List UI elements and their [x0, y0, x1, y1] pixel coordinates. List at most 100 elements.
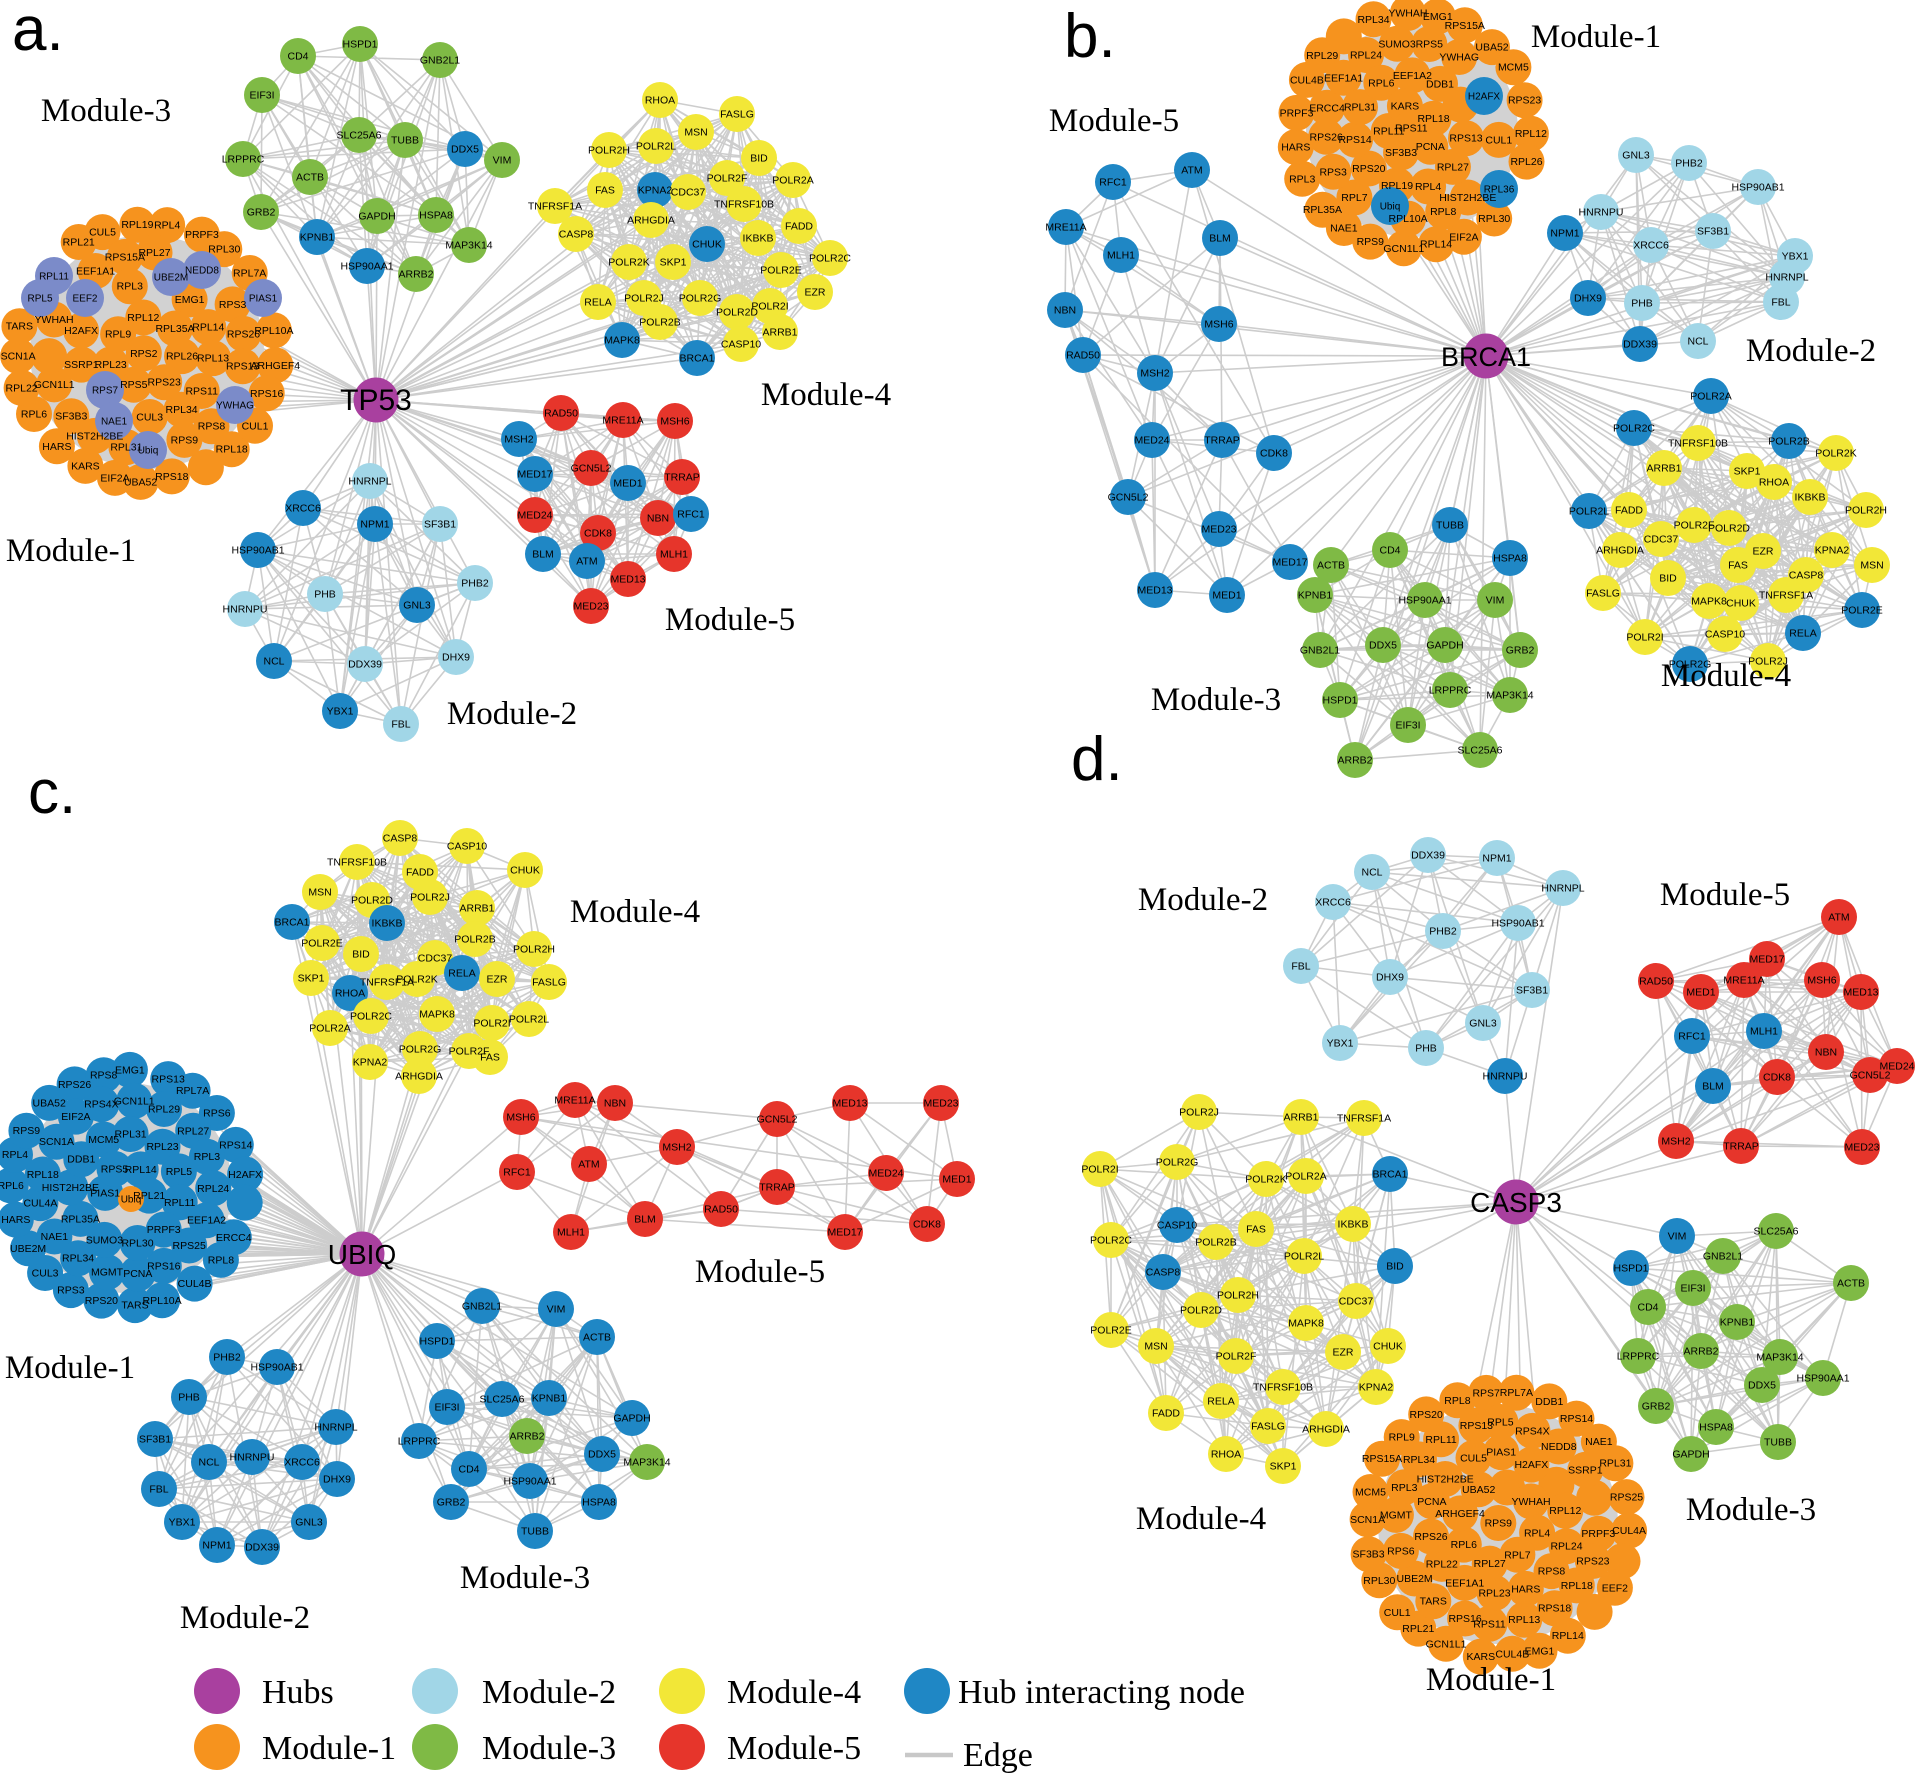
- svg-text:TRRAP: TRRAP: [759, 1182, 795, 1194]
- svg-text:POLR2C: POLR2C: [1090, 1235, 1132, 1247]
- svg-text:SKP1: SKP1: [1734, 466, 1761, 478]
- svg-text:RPL19: RPL19: [121, 219, 153, 231]
- svg-text:FBL: FBL: [391, 719, 410, 731]
- svg-text:Module-1: Module-1: [1426, 1662, 1556, 1698]
- svg-text:FAS: FAS: [1246, 1224, 1266, 1236]
- svg-text:GRB2: GRB2: [437, 1497, 466, 1509]
- svg-text:PHB: PHB: [314, 589, 336, 601]
- svg-text:Module-1: Module-1: [6, 533, 136, 569]
- svg-text:Module-4: Module-4: [727, 1674, 861, 1711]
- svg-text:Module-5: Module-5: [695, 1254, 825, 1290]
- svg-text:POLR2A: POLR2A: [1285, 1171, 1326, 1183]
- svg-text:RPS15A: RPS15A: [1362, 1453, 1402, 1465]
- svg-text:BRCA1: BRCA1: [679, 353, 714, 365]
- svg-text:SCN1A: SCN1A: [1350, 1514, 1385, 1526]
- svg-text:POLR2F: POLR2F: [707, 173, 748, 185]
- svg-text:ACTB: ACTB: [1317, 560, 1345, 572]
- svg-text:SCN1A: SCN1A: [1, 351, 36, 363]
- svg-text:BLM: BLM: [1209, 233, 1231, 245]
- svg-text:MED17: MED17: [517, 469, 552, 481]
- svg-text:RPL24: RPL24: [1550, 1541, 1582, 1553]
- svg-text:UBA52: UBA52: [124, 476, 157, 488]
- svg-text:KARS: KARS: [1391, 101, 1420, 113]
- svg-text:ARRB1: ARRB1: [1283, 1112, 1318, 1124]
- svg-text:SSRP1: SSRP1: [1568, 1464, 1603, 1476]
- svg-text:GNB2L1: GNB2L1: [1703, 1251, 1743, 1263]
- svg-text:RPL23: RPL23: [95, 359, 127, 371]
- svg-text:CASP10: CASP10: [1705, 629, 1745, 641]
- svg-text:HNRNPL: HNRNPL: [1541, 883, 1584, 895]
- svg-text:BID: BID: [1659, 573, 1677, 585]
- svg-text:POLR2L: POLR2L: [1569, 506, 1609, 518]
- svg-text:RPL4: RPL4: [154, 220, 180, 232]
- svg-text:MRE11A: MRE11A: [1045, 222, 1086, 234]
- svg-text:HARS: HARS: [1, 1214, 30, 1226]
- svg-text:TARS: TARS: [121, 1300, 148, 1312]
- svg-text:FASLG: FASLG: [1251, 1421, 1285, 1433]
- svg-text:GRB2: GRB2: [1642, 1401, 1671, 1413]
- svg-text:POLR2E: POLR2E: [1841, 605, 1882, 617]
- svg-text:RPL8: RPL8: [208, 1254, 234, 1266]
- svg-text:MSN: MSN: [308, 887, 331, 899]
- svg-text:POLR2G: POLR2G: [399, 1044, 442, 1056]
- svg-text:SF3B1: SF3B1: [424, 519, 456, 531]
- svg-text:RPS26: RPS26: [1310, 131, 1343, 143]
- svg-text:MED17: MED17: [1749, 954, 1784, 966]
- svg-text:POLR2B: POLR2B: [1768, 436, 1809, 448]
- svg-text:POLR2F: POLR2F: [449, 1046, 490, 1058]
- svg-text:RPL22: RPL22: [1426, 1558, 1458, 1570]
- svg-text:EEF2: EEF2: [1602, 1582, 1628, 1594]
- svg-text:SCN1A: SCN1A: [39, 1136, 74, 1148]
- svg-text:HIST2H2BE: HIST2H2BE: [66, 430, 123, 442]
- svg-text:NBN: NBN: [1054, 305, 1076, 317]
- svg-text:CDK8: CDK8: [913, 1219, 941, 1231]
- svg-text:YBX1: YBX1: [1327, 1038, 1354, 1050]
- svg-text:RPL31: RPL31: [115, 1129, 147, 1141]
- svg-text:UBA52: UBA52: [1462, 1484, 1495, 1496]
- svg-text:DDX5: DDX5: [588, 1449, 616, 1461]
- svg-text:RPL14: RPL14: [1552, 1630, 1584, 1642]
- svg-text:MSH6: MSH6: [506, 1112, 535, 1124]
- svg-text:POLR2H: POLR2H: [1217, 1290, 1259, 1302]
- svg-text:RPL29: RPL29: [148, 1104, 180, 1116]
- svg-text:POLR2B: POLR2B: [1195, 1237, 1236, 1249]
- svg-text:RPL5: RPL5: [1487, 1417, 1513, 1429]
- svg-text:RHOA: RHOA: [335, 988, 365, 1000]
- svg-text:RPS18: RPS18: [155, 471, 188, 483]
- svg-text:ATM: ATM: [1181, 165, 1202, 177]
- svg-text:RPS11: RPS11: [185, 386, 218, 398]
- svg-text:POLR2J: POLR2J: [410, 892, 450, 904]
- svg-text:HSPA8: HSPA8: [1699, 1422, 1733, 1434]
- svg-text:RPS3: RPS3: [1319, 166, 1347, 178]
- svg-text:SF3B3: SF3B3: [1353, 1549, 1385, 1561]
- svg-text:DHX9: DHX9: [1376, 972, 1404, 984]
- svg-text:SLC25A6: SLC25A6: [480, 1394, 525, 1406]
- svg-text:PHB2: PHB2: [1429, 926, 1457, 938]
- svg-text:PHB: PHB: [178, 1392, 200, 1404]
- svg-text:GNL3: GNL3: [1469, 1018, 1497, 1030]
- svg-text:TARS: TARS: [6, 321, 33, 333]
- svg-text:MSH2: MSH2: [662, 1142, 691, 1154]
- svg-text:MSH6: MSH6: [1807, 975, 1836, 987]
- svg-text:FASLG: FASLG: [1586, 588, 1620, 600]
- svg-text:RPL10A: RPL10A: [254, 325, 293, 337]
- svg-text:MED17: MED17: [1272, 557, 1307, 569]
- svg-text:RPL30: RPL30: [208, 244, 240, 256]
- svg-text:RPS25: RPS25: [173, 1240, 206, 1252]
- svg-text:MED24: MED24: [868, 1168, 903, 1180]
- svg-text:PCNA: PCNA: [1416, 141, 1445, 153]
- svg-text:POLR2F: POLR2F: [1216, 1351, 1257, 1363]
- svg-text:Module-1: Module-1: [1531, 19, 1661, 55]
- svg-text:CHUK: CHUK: [692, 239, 722, 251]
- svg-text:GNB2L1: GNB2L1: [462, 1301, 502, 1313]
- svg-text:RPL7A: RPL7A: [176, 1085, 209, 1097]
- svg-text:GAPDH: GAPDH: [358, 211, 395, 223]
- svg-text:RHOA: RHOA: [645, 95, 675, 107]
- svg-text:RPL11: RPL11: [1373, 126, 1404, 138]
- svg-text:ATM: ATM: [576, 556, 597, 568]
- svg-text:POLR2H: POLR2H: [1845, 505, 1887, 517]
- svg-text:CDK8: CDK8: [1763, 1072, 1791, 1084]
- svg-text:TARS: TARS: [1420, 1596, 1447, 1608]
- svg-text:RPS4X: RPS4X: [1515, 1425, 1549, 1437]
- svg-text:RPL23: RPL23: [146, 1141, 178, 1153]
